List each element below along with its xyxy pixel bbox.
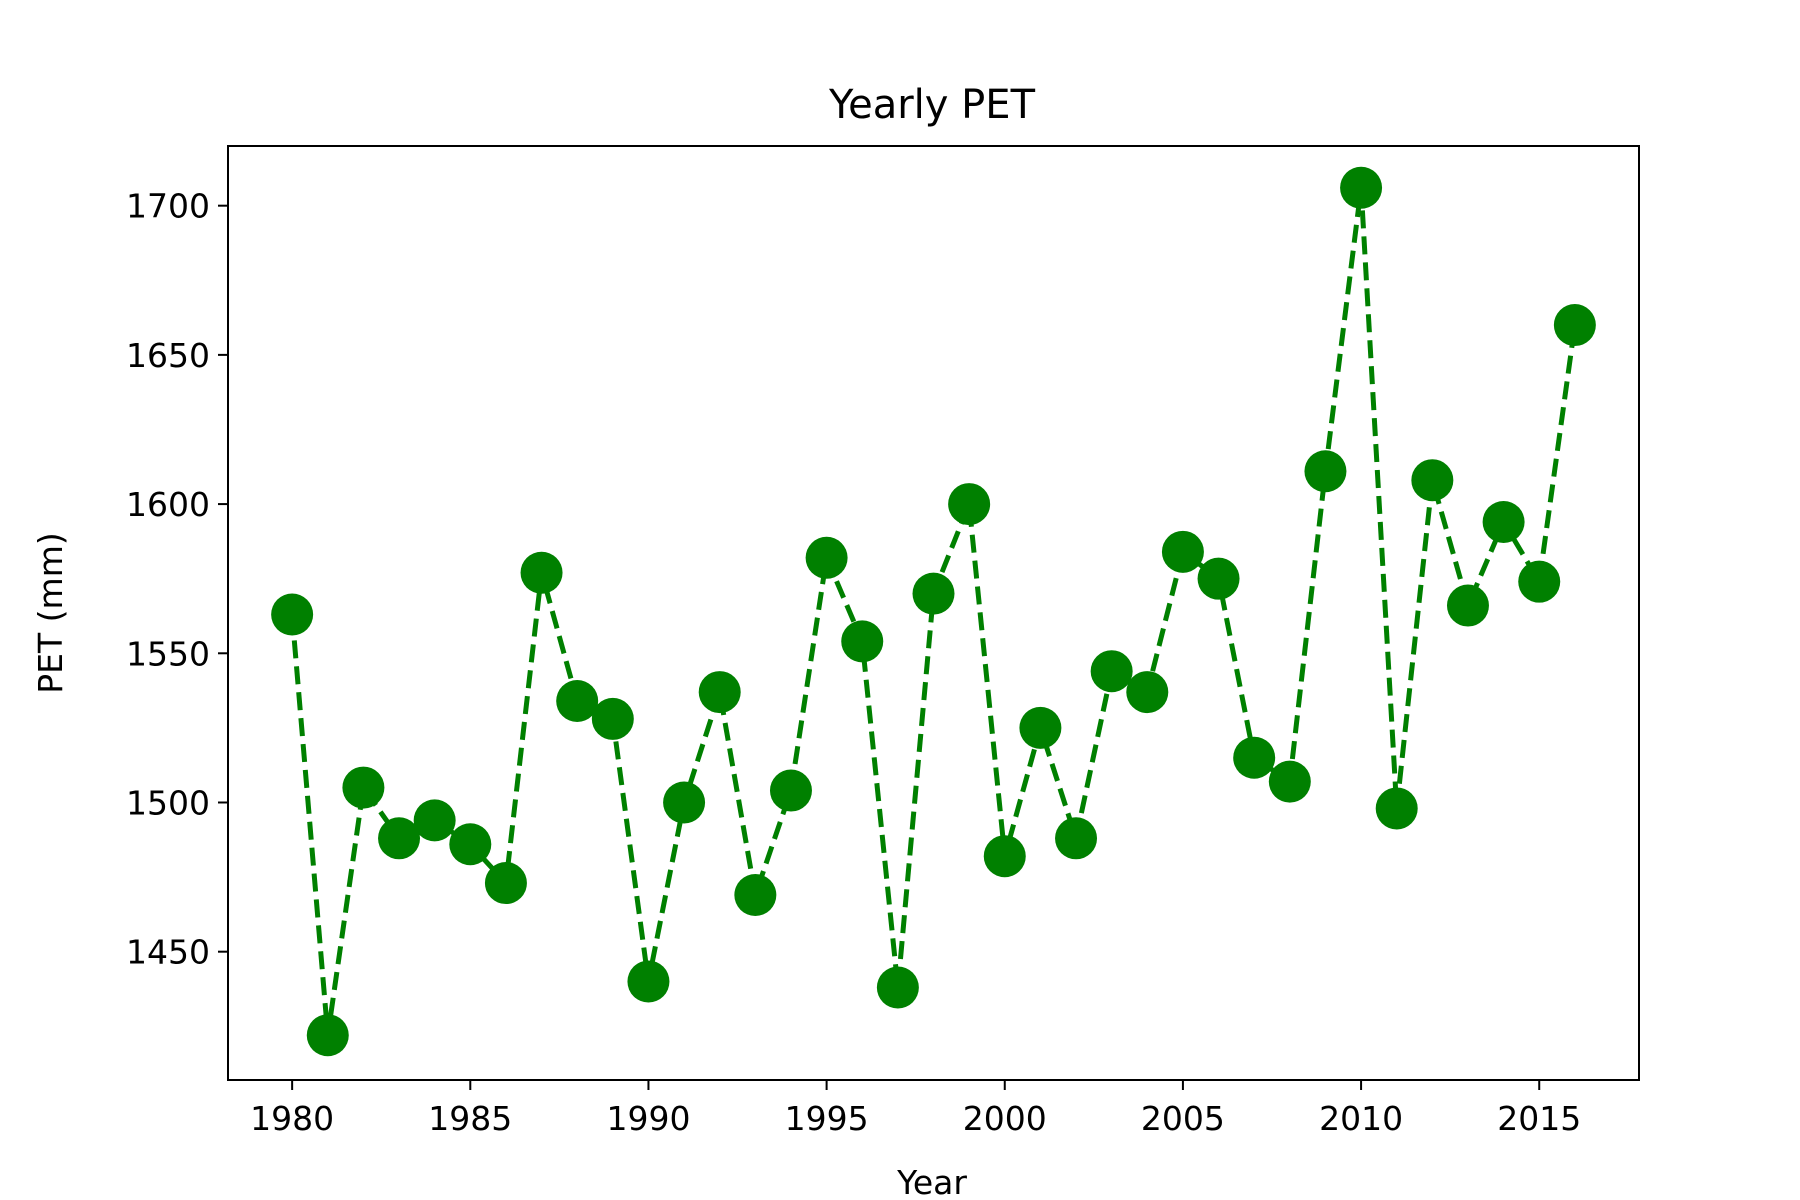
y-tick-label: 1600 [126, 485, 210, 524]
data-point [1126, 671, 1169, 714]
data-point [484, 862, 527, 905]
x-tick-label: 2005 [1141, 1099, 1225, 1138]
x-tick-label: 2015 [1497, 1099, 1581, 1138]
data-point [449, 823, 492, 866]
data-point [698, 671, 741, 714]
y-axis: 1450 1500 1550 1600 1650 1700 [126, 187, 228, 972]
data-point [1411, 459, 1454, 502]
data-point [591, 697, 634, 740]
data-point [983, 835, 1026, 878]
data-point [1553, 304, 1596, 347]
y-axis-label: PET (mm) [31, 532, 70, 693]
x-axis: 1980 1985 1990 1995 2000 2005 2010 2015 [250, 1080, 1581, 1138]
data-point [556, 680, 599, 723]
data-point [876, 966, 919, 1009]
data-point [1019, 706, 1062, 749]
data-point [1161, 530, 1204, 573]
x-tick-label: 1980 [250, 1099, 334, 1138]
data-point [627, 960, 670, 1003]
y-tick-label: 1700 [126, 187, 210, 226]
data-point [663, 781, 706, 824]
data-point [912, 572, 955, 615]
data-point [342, 766, 385, 809]
data-point [1233, 736, 1276, 779]
x-tick-label: 1990 [606, 1099, 690, 1138]
data-point [1340, 166, 1383, 209]
x-tick-label: 1995 [785, 1099, 869, 1138]
data-point [413, 799, 456, 842]
data-point [1304, 450, 1347, 493]
data-point [948, 483, 991, 526]
y-tick-label: 1550 [126, 634, 210, 673]
data-point [1197, 557, 1240, 600]
data-point [734, 873, 777, 916]
chart-title: Yearly PET [828, 82, 1036, 128]
x-tick-label: 1985 [428, 1099, 512, 1138]
data-point [1518, 560, 1561, 603]
data-point [769, 769, 812, 812]
data-point [1268, 760, 1311, 803]
x-tick-label: 2000 [963, 1099, 1047, 1138]
data-point [1482, 500, 1525, 543]
x-axis-label: Year [896, 1163, 967, 1200]
data-point [805, 536, 848, 579]
data-point [306, 1014, 349, 1057]
data-point [520, 551, 563, 594]
data-point [378, 817, 421, 860]
y-tick-label: 1450 [126, 933, 210, 972]
data-point [1375, 787, 1418, 830]
plot-frame [227, 145, 1640, 1081]
data-points [271, 166, 1596, 1057]
data-point [1090, 650, 1133, 693]
data-point [1446, 584, 1489, 627]
data-point [841, 620, 884, 663]
data-point [271, 593, 314, 636]
y-tick-label: 1500 [126, 783, 210, 822]
y-tick-label: 1650 [126, 336, 210, 375]
x-tick-label: 2010 [1319, 1099, 1403, 1138]
data-point [1055, 817, 1098, 860]
